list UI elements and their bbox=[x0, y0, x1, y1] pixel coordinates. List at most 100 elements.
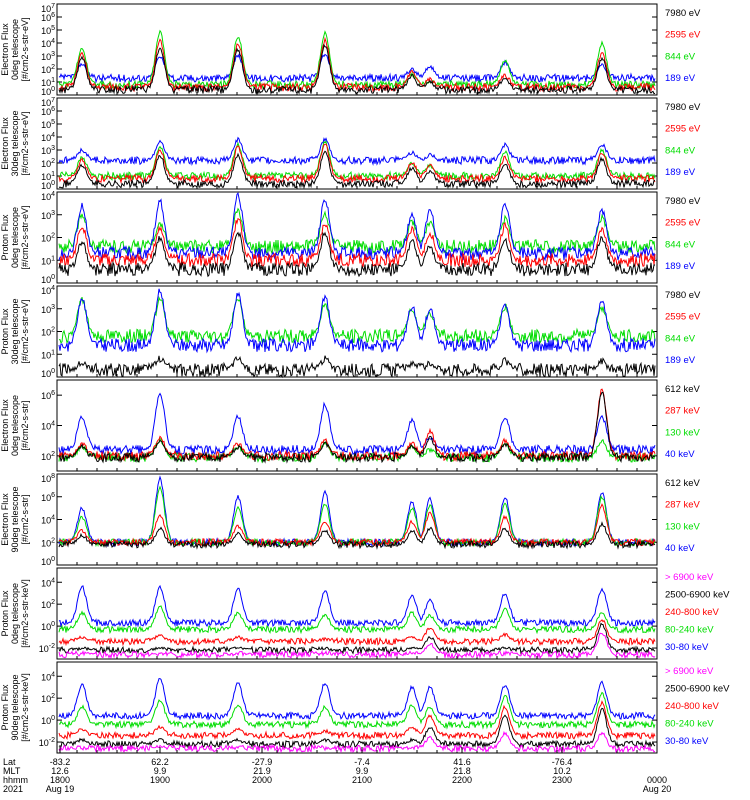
series-30-80-kev bbox=[58, 584, 656, 628]
panel-frame bbox=[56, 473, 658, 566]
x-tick-lat: -27.9 bbox=[252, 757, 273, 767]
y-tick-label: 106 bbox=[41, 12, 55, 23]
legend-entry: 189 eV bbox=[665, 355, 696, 366]
legend-entry: 30-80 keV bbox=[665, 736, 709, 747]
y-axis-label: MEPEDProton Flux90deg telescope[#/cm2-s-… bbox=[0, 673, 30, 742]
series-2500-6900-kev bbox=[58, 622, 656, 656]
series-844-ev bbox=[58, 140, 656, 182]
series-240-800-kev bbox=[58, 700, 656, 741]
y-tick-label: 104 bbox=[41, 132, 55, 143]
y-tick-label: 101 bbox=[41, 255, 55, 266]
y-tick-label: 100 bbox=[41, 715, 55, 726]
x-tick-date: Aug 20 bbox=[643, 784, 672, 794]
y-tick-label: 10-2 bbox=[39, 643, 55, 654]
series--6900-kev bbox=[58, 632, 656, 660]
series-30-80-kev bbox=[58, 678, 656, 721]
x-tick-hhmm: 2200 bbox=[452, 775, 472, 785]
legend-entry: 2500-6900 keV bbox=[665, 684, 730, 695]
x-tick-hhmm: 2300 bbox=[552, 775, 572, 785]
x-tick-mlt: 9.9 bbox=[154, 766, 167, 776]
series-189-ev bbox=[58, 136, 656, 166]
legend-entry: 2595 eV bbox=[665, 218, 701, 229]
series-7980-ev bbox=[58, 231, 656, 278]
series-40-kev bbox=[58, 475, 656, 548]
series-80-240-kev bbox=[58, 605, 656, 635]
y-tick-label: 102 bbox=[41, 64, 55, 75]
series-189-ev bbox=[58, 192, 656, 262]
legend-entry: 80-240 keV bbox=[665, 625, 714, 636]
panel-frame bbox=[56, 285, 658, 378]
legend-entry: 2500-6900 keV bbox=[665, 590, 730, 601]
legend-entry: 80-240 keV bbox=[665, 719, 714, 730]
x-tick-lat: -7.4 bbox=[354, 757, 370, 767]
series-844-ev bbox=[58, 207, 656, 256]
y-tick-label: 107 bbox=[41, 3, 55, 14]
x-row-label: MLT bbox=[3, 766, 21, 776]
y-tick-label: 102 bbox=[41, 451, 55, 462]
y-tick-label: 103 bbox=[41, 51, 55, 62]
y-tick-label: 104 bbox=[41, 515, 55, 526]
legend-entry: > 6900 keV bbox=[665, 666, 714, 677]
y-tick-label: 100 bbox=[41, 180, 55, 191]
legend-entry: 844 eV bbox=[665, 145, 696, 156]
panel-5: 102 104 106 MEPEDElectron Flux0deg telescop… bbox=[0, 379, 701, 472]
panel-7: 10-2 100 102 104 MEPEDProton Flux0deg telesc… bbox=[0, 567, 730, 660]
legend-entry: 30-80 keV bbox=[665, 642, 709, 653]
y-tick-label: 102 bbox=[41, 158, 55, 169]
series-2595-ev bbox=[58, 217, 656, 269]
y-axis-label: MEPEDElectron Flux0deg telescope[#/cm2-s… bbox=[0, 395, 30, 456]
legend-entry: 287 keV bbox=[665, 500, 701, 511]
legend-entry: 240-800 keV bbox=[665, 607, 720, 618]
series-130-kev bbox=[58, 485, 656, 548]
series-80-240-kev bbox=[58, 691, 656, 730]
y-tick-label: 108 bbox=[41, 473, 55, 484]
y-tick-label: 100 bbox=[41, 86, 55, 97]
y-tick-label: 100 bbox=[41, 274, 55, 285]
x-tick-mlt: 9.9 bbox=[356, 766, 369, 776]
panel-frame bbox=[56, 3, 658, 96]
x-tick-mlt: 21.8 bbox=[453, 766, 471, 776]
y-axis-label: TEDElectron Flux0deg telescope[#/cm2-s-s… bbox=[0, 17, 30, 81]
series-287-kev bbox=[58, 388, 656, 463]
legend-entry: 130 keV bbox=[665, 427, 701, 438]
legend-entry: 287 keV bbox=[665, 406, 701, 417]
x-tick-mlt: 10.2 bbox=[553, 766, 571, 776]
x-tick-lat: 62.2 bbox=[151, 757, 169, 767]
x-tick-hhmm: 1800 bbox=[50, 775, 70, 785]
legend-entry: 844 eV bbox=[665, 51, 696, 62]
legend-entry: 189 eV bbox=[665, 167, 696, 178]
y-tick-label: 104 bbox=[41, 285, 55, 296]
y-tick-label: 104 bbox=[41, 577, 55, 588]
legend-entry: 612 keV bbox=[665, 384, 701, 395]
legend-entry: 130 keV bbox=[665, 521, 701, 532]
y-tick-label: 102 bbox=[41, 233, 55, 244]
y-tick-label: 104 bbox=[41, 38, 55, 49]
x-tick-mlt: 21.9 bbox=[253, 766, 271, 776]
y-tick-label: 105 bbox=[41, 119, 55, 130]
y-tick-label: 102 bbox=[41, 537, 55, 548]
legend-entry: 7980 eV bbox=[665, 290, 701, 301]
series-612-kev bbox=[58, 391, 656, 464]
series-7980-ev bbox=[58, 355, 656, 379]
y-tick-label: 106 bbox=[41, 492, 55, 503]
legend-entry: 189 eV bbox=[665, 73, 696, 84]
legend-entry: 844 eV bbox=[665, 333, 696, 344]
series--6900-kev bbox=[58, 730, 656, 754]
series-844-ev bbox=[59, 295, 656, 345]
y-tick-label: 106 bbox=[41, 390, 55, 401]
y-axis-label: MEPEDProton Flux0deg telescope[#/cm2-s-s… bbox=[0, 579, 30, 648]
series-189-ev bbox=[58, 53, 656, 84]
y-tick-label: 106 bbox=[41, 106, 55, 117]
panel-3: 100 101 102 103 104 TEDProton Flux0deg telesc… bbox=[0, 191, 701, 285]
y-tick-label: 101 bbox=[41, 171, 55, 182]
legend-entry: 240-800 keV bbox=[665, 701, 720, 712]
x-row-label: 2021 bbox=[3, 784, 23, 794]
y-tick-label: 104 bbox=[41, 191, 55, 202]
x-tick-hhmm: 0000 bbox=[647, 775, 667, 785]
y-tick-label: 102 bbox=[41, 693, 55, 704]
series-287-kev bbox=[58, 503, 656, 548]
legend-entry: 844 eV bbox=[665, 239, 696, 250]
series-844-ev bbox=[58, 29, 656, 91]
